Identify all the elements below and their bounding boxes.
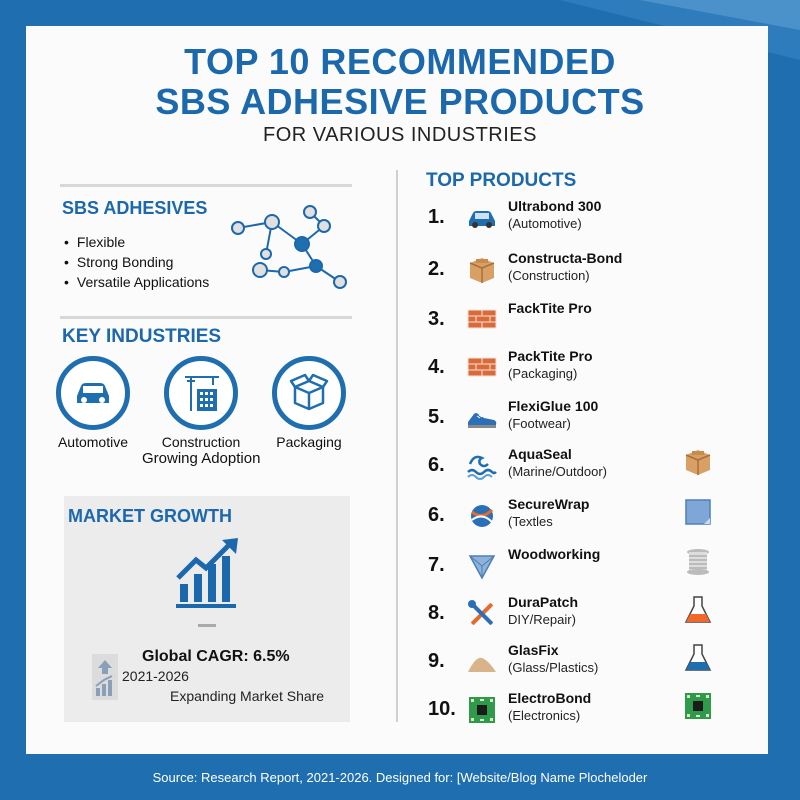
yarn-icon [466,500,498,532]
product-row: 4. PackTite Pro (Packaging) [428,348,758,392]
industry-automotive: Automotive [38,356,148,450]
car-icon [77,383,109,403]
industry-circle [56,356,130,430]
sand-icon [466,646,498,678]
product-industry: (Glass/Plastics) [508,660,599,675]
product-name: AquaSeal [508,446,572,462]
bullet-item: Versatile Applications [64,272,209,292]
product-rank: 1. [428,206,445,228]
industry-construction: Construction [146,356,256,450]
product-name: FackTite Pro [508,300,592,316]
flask-blue-icon [682,642,718,678]
footer-source: Source: Research Report, 2021-2026. Desi… [152,770,648,785]
column-divider [396,170,398,722]
chart-arrow-icon [92,654,118,700]
title-line-1: TOP 10 RECOMMENDED [184,41,616,82]
product-name: GlasFix [508,642,559,658]
product-rank: 9. [428,650,445,672]
bullet-item: Flexible [64,232,209,252]
fabric-icon [682,496,718,532]
market-heading: MARKET GROWTH [68,506,232,526]
product-name: PackTite Pro [508,348,593,364]
title-line-2: SBS ADHESIVE PRODUCTS [155,81,645,122]
product-rank: 6. [428,504,445,526]
industry-packaging: Packaging [254,356,364,450]
product-rank: 7. [428,554,445,576]
product-row: 2. Constructa-Bond (Construction) [428,250,758,294]
industry-label: Construction [161,434,241,450]
cagr-label: Global CAGR: 6.5% [142,648,290,665]
product-row: 7. Woodworking [428,546,758,590]
product-name: SecureWrap [508,496,590,512]
industry-label: Automotive [57,434,129,450]
product-rank: 3. [428,308,445,330]
product-rank: 2. [428,258,445,280]
industry-label: Packaging [276,434,342,450]
subtitle: FOR VARIOUS INDUSTRIES [263,124,537,146]
product-name: DuraPatch [508,594,579,610]
chip-icon [466,694,498,726]
product-rank: 10. [428,698,456,720]
car-icon [466,202,498,234]
product-row: 8. DuraPatch DIY/Repair) [428,594,758,638]
products-heading: TOP PRODUCTS [426,170,577,191]
product-row: 10. ElectroBond (Electronics) [428,690,758,734]
product-industry: (Packaging) [508,366,578,381]
molecule-network-icon [231,205,347,289]
box-icon [466,254,498,286]
market-share-label: Expanding Market Share [170,688,325,704]
wave-icon [466,450,498,482]
bullet-item: Strong Bonding [64,252,209,272]
growing-adoption-label: Growing Adoption [142,450,261,467]
product-industry: (Automotive) [508,216,582,231]
bricks-icon [466,352,498,384]
wood-icon [466,550,498,582]
product-row: 6. SecureWrap (Textles [428,496,758,540]
product-name: ElectroBond [508,690,592,706]
product-industry: (Textles [508,514,553,529]
tools-icon [466,598,498,630]
sbs-bullet-list: Flexible Strong Bonding Versatile Applic… [64,232,209,292]
flask-orange-icon [682,594,718,630]
industries-heading: KEY INDUSTRIES [62,326,222,347]
box-icon [682,446,718,482]
product-industry: (Construction) [508,268,590,283]
product-name: FlexiGlue 100 [508,398,599,414]
product-rank: 4. [428,356,445,378]
product-industry: (Electronics) [508,708,581,723]
section-divider [60,184,352,187]
product-industry: (Marine/Outdoor) [508,464,607,479]
product-name: Woodworking [508,546,601,562]
years-label: 2021-2026 [122,668,189,684]
dash-separator [198,624,216,627]
product-industry: (Footwear) [508,416,571,431]
product-rank: 6. [428,454,445,476]
bricks-icon [466,304,498,336]
growth-chart-icon [176,538,238,608]
product-rank: 8. [428,602,445,624]
product-industry: DIY/Repair) [508,612,576,627]
box-icon [289,373,329,411]
product-row: 1. Ultrabond 300 (Automotive) [428,198,758,242]
spool-icon [682,546,718,582]
product-row: 3. FackTite Pro [428,300,758,344]
industry-circle [272,356,346,430]
product-rank: 5. [428,406,445,428]
section-divider [60,316,352,319]
product-row: 9. GlasFix (Glass/Plastics) [428,642,758,686]
product-name: Ultrabond 300 [508,198,602,214]
crane-building-icon [185,376,219,411]
product-row: 5. FlexiGlue 100 (Footwear) [428,398,758,442]
chip-icon [682,690,718,726]
industry-circle [164,356,238,430]
product-name: Constructa-Bond [508,250,623,266]
shoe-icon [466,402,498,434]
sbs-heading: SBS ADHESIVES [62,198,208,218]
product-row: 6. AquaSeal (Marine/Outdoor) [428,446,758,490]
